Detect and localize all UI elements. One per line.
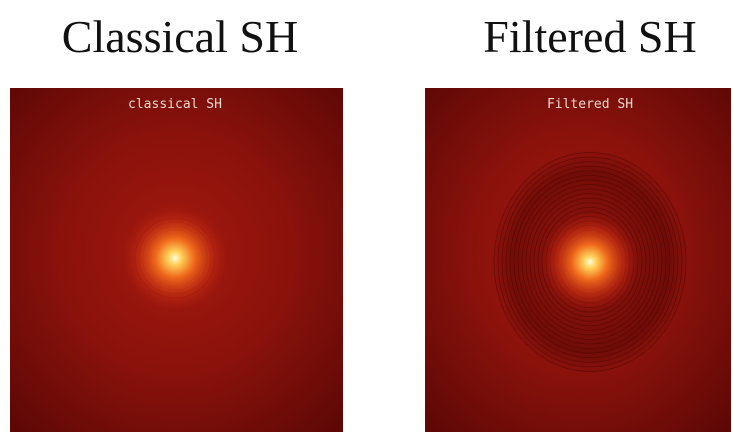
- image-panel: classical SH: [10, 88, 343, 432]
- panel-title: Classical SH: [62, 11, 298, 62]
- figure: Classical SH Filtered SH classical SH Fi…: [0, 0, 734, 435]
- bright-spot: [120, 203, 230, 313]
- bright-spot: [540, 212, 640, 312]
- image-label: classical SH: [128, 97, 222, 112]
- image-panel: Filtered SH: [425, 88, 731, 432]
- image-label: Filtered SH: [547, 97, 633, 112]
- panel-title: Filtered SH: [483, 11, 696, 62]
